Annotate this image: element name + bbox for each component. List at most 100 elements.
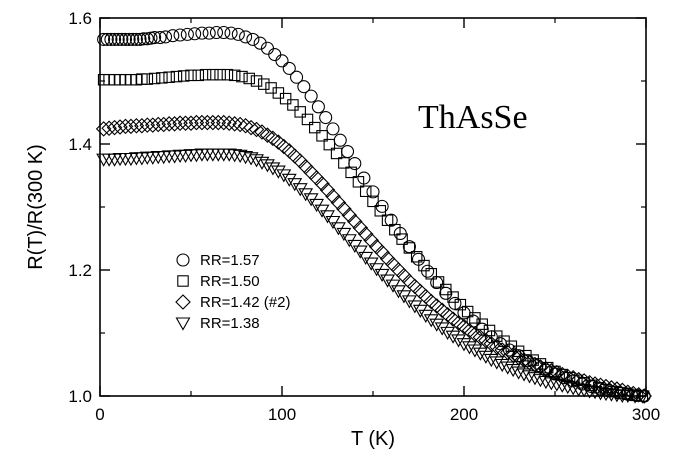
- data-point: [407, 300, 423, 314]
- data-point: [214, 68, 226, 81]
- data-point: [237, 117, 254, 134]
- data-point: [122, 32, 136, 46]
- data-point: [258, 78, 270, 90]
- data-point: [447, 291, 459, 303]
- data-point: [445, 330, 461, 344]
- data-point: [117, 118, 134, 135]
- data-point: [421, 264, 435, 278]
- data-point: [183, 115, 199, 131]
- data-point: [185, 69, 197, 82]
- data-point: [145, 117, 161, 133]
- data-point: [341, 207, 358, 223]
- data-point: [439, 286, 453, 300]
- data-point: [294, 106, 306, 118]
- x-tick-label: 200: [450, 405, 478, 424]
- legend-marker-circle: [176, 253, 190, 267]
- data-point: [483, 353, 499, 368]
- data-point: [309, 121, 321, 134]
- data-point: [97, 32, 111, 46]
- data-point: [396, 290, 412, 304]
- data-point: [316, 130, 328, 142]
- data-point: [384, 213, 398, 227]
- data-point: [281, 173, 297, 187]
- data-point: [123, 118, 139, 135]
- data-point: [522, 370, 537, 384]
- data-point: [323, 138, 336, 151]
- data-point: [612, 386, 626, 400]
- data-point: [231, 27, 245, 41]
- data-point: [566, 374, 580, 388]
- series-circle: [97, 25, 651, 403]
- data-point: [539, 363, 553, 377]
- data-point: [172, 115, 188, 131]
- data-point: [393, 226, 407, 241]
- data-point: [472, 347, 488, 361]
- data-point: [148, 72, 161, 85]
- data-point: [292, 183, 308, 197]
- data-point: [188, 114, 205, 131]
- data-point: [137, 32, 151, 46]
- data-point: [226, 116, 243, 132]
- x-tick-label: 100: [268, 405, 296, 424]
- data-point: [348, 156, 362, 171]
- data-point: [246, 32, 260, 46]
- data-point: [287, 178, 303, 192]
- y-axis-label: R(T)/R(300 K): [25, 144, 47, 270]
- legend-marker-triangle-down: [175, 317, 191, 331]
- data-point: [467, 344, 483, 358]
- data-point: [456, 338, 472, 352]
- data-point: [494, 358, 510, 373]
- legend: RR=1.57 RR=1.50 RR=1.42 (#2) RR=1.38: [175, 252, 290, 332]
- data-point: [333, 133, 347, 147]
- data-point: [451, 334, 466, 348]
- data-point: [396, 233, 408, 245]
- data-point: [276, 169, 292, 183]
- legend-label: RR=1.50: [200, 273, 260, 290]
- data-point: [276, 138, 292, 155]
- data-point: [173, 28, 187, 42]
- data-point: [221, 115, 237, 131]
- data-point: [600, 383, 612, 396]
- data-point: [636, 388, 652, 404]
- data-point: [516, 368, 532, 382]
- data-point: [622, 388, 634, 400]
- data-point: [215, 114, 232, 131]
- data-point: [166, 116, 183, 132]
- data-point: [195, 26, 209, 40]
- data-point: [139, 117, 156, 133]
- y-tick-label: 1.2: [68, 261, 92, 280]
- data-point: [243, 119, 259, 136]
- data-point: [287, 99, 299, 111]
- data-point: [224, 26, 238, 40]
- data-point: [163, 71, 175, 83]
- data-point: [584, 379, 598, 394]
- data-point: [418, 309, 434, 323]
- data-point: [156, 72, 168, 84]
- data-point: [158, 30, 173, 44]
- series-diamond: [95, 114, 652, 404]
- legend-marker-square: [177, 275, 189, 287]
- data-point: [363, 232, 379, 249]
- data-point: [254, 156, 270, 170]
- axis-tick-labels: 0 100 200 300 1.0 1.2 1.4 1.6: [68, 9, 660, 424]
- y-tick-label: 1.0: [68, 387, 92, 406]
- x-tick-label: 0: [95, 405, 104, 424]
- data-point: [314, 175, 330, 192]
- data-point: [319, 182, 336, 198]
- y-tick-label: 1.6: [68, 9, 92, 28]
- data-point: [167, 150, 183, 164]
- data-point: [340, 145, 355, 159]
- data-point: [401, 295, 417, 309]
- data-point: [243, 72, 255, 85]
- data-point: [381, 214, 394, 226]
- data-point: [603, 384, 617, 398]
- data-point: [270, 165, 286, 179]
- data-point: [330, 194, 347, 211]
- data-point: [493, 337, 507, 351]
- data-point: [238, 151, 254, 165]
- data-point: [178, 149, 193, 163]
- data-point: [347, 213, 363, 230]
- data-point: [166, 29, 180, 43]
- data-point: [505, 363, 521, 378]
- data-point: [100, 32, 114, 46]
